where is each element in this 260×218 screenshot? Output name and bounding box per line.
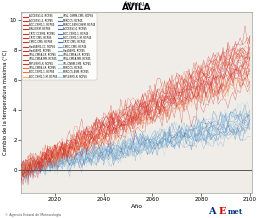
Legend: ACCESS1-0. RCP85, ACCESS1-3. RCP85, BCC-CSM1-1. RCP85, BNU-ESM. RCP85, CRTC-CCSM: ACCESS1-0. RCP85, ACCESS1-3. RCP85, BCC-… xyxy=(22,13,97,80)
Y-axis label: Cambio de la temperatura máxima (°C): Cambio de la temperatura máxima (°C) xyxy=(3,50,8,155)
Text: © Agencia Estatal de Meteorología: © Agencia Estatal de Meteorología xyxy=(5,213,61,217)
X-axis label: Año: Año xyxy=(131,204,143,209)
Title: ÁVILA: ÁVILA xyxy=(122,3,151,12)
Text: met: met xyxy=(228,208,243,216)
Text: E: E xyxy=(218,207,226,216)
Text: A: A xyxy=(208,207,216,216)
Text: ANUAL: ANUAL xyxy=(126,2,147,7)
